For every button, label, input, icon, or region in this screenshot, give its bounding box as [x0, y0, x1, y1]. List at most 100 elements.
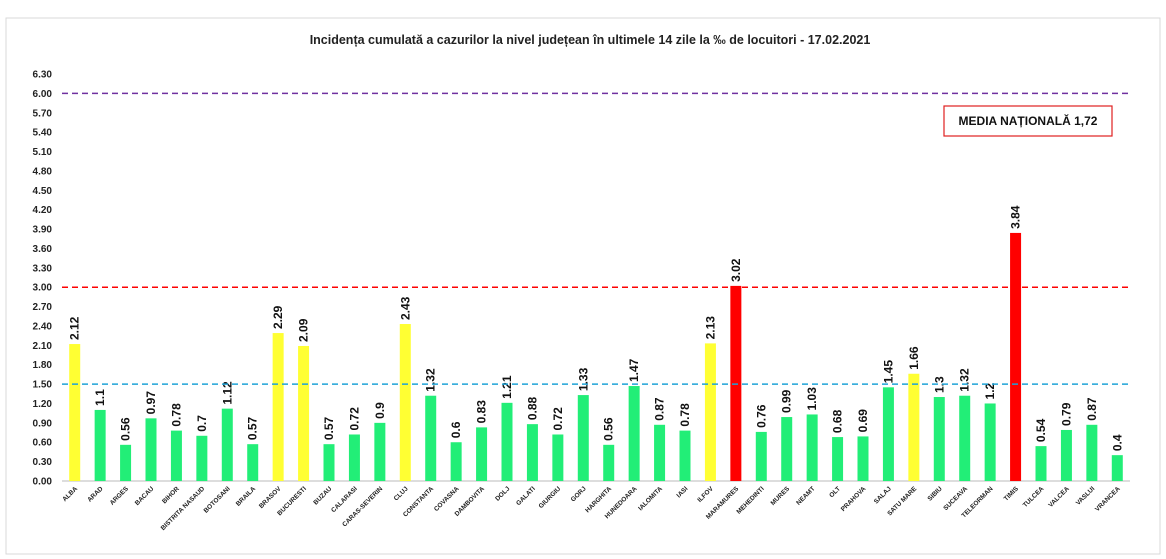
bar: [832, 437, 844, 481]
bar: [374, 422, 386, 481]
bar: [476, 427, 488, 481]
bar: [1010, 232, 1022, 481]
value-label: 0.72: [551, 407, 565, 431]
bar: [247, 444, 259, 481]
value-label: 0.87: [1085, 397, 1099, 421]
value-label: 0.6: [449, 421, 463, 438]
bar: [628, 386, 640, 481]
value-label: 1.32: [958, 368, 972, 392]
value-label: 1.12: [220, 381, 234, 405]
value-label: 0.7: [195, 415, 209, 432]
bar: [1111, 455, 1123, 481]
value-label: 0.68: [831, 409, 845, 433]
value-label: 1.3: [932, 376, 946, 393]
bar: [654, 424, 666, 481]
y-tick-label: 1.20: [33, 399, 53, 410]
bar: [399, 324, 411, 481]
bar: [94, 409, 106, 481]
value-label: 3.84: [1009, 205, 1023, 229]
bar: [323, 444, 335, 481]
y-tick-label: 3.90: [33, 225, 53, 236]
y-tick-label: 0.30: [33, 457, 53, 468]
value-label: 0.57: [246, 416, 260, 440]
annotation-box: [943, 105, 1113, 137]
value-label: 2.43: [398, 296, 412, 320]
value-label: 0.57: [322, 416, 336, 440]
value-label: 0.9: [373, 402, 387, 419]
bar: [882, 387, 894, 481]
y-tick-label: 5.10: [33, 147, 53, 158]
y-tick-label: 2.10: [33, 341, 53, 352]
bar: [755, 431, 767, 481]
y-tick-label: 6.00: [33, 89, 53, 100]
value-label: 0.56: [119, 417, 133, 441]
value-label: 2.12: [68, 316, 82, 340]
y-tick-label: 4.20: [33, 205, 53, 216]
bar: [704, 343, 716, 481]
value-label: 3.02: [729, 258, 743, 282]
value-label: 1.03: [805, 387, 819, 411]
bar: [145, 418, 157, 481]
bar: [679, 430, 691, 481]
bar: [577, 395, 589, 481]
bar: [1086, 424, 1098, 481]
value-label: 0.87: [653, 397, 667, 421]
bar: [526, 424, 538, 481]
value-label: 1.45: [881, 360, 895, 384]
bar: [501, 402, 513, 481]
bar: [221, 408, 233, 481]
value-label: 0.78: [678, 403, 692, 427]
y-tick-label: 4.80: [33, 166, 53, 177]
value-label: 0.78: [169, 403, 183, 427]
value-label: 1.66: [907, 346, 921, 370]
bar: [933, 397, 945, 481]
bar: [603, 444, 615, 481]
value-label: 0.83: [475, 400, 489, 424]
y-tick-label: 5.40: [33, 128, 53, 139]
value-label: 1.21: [500, 375, 514, 399]
bar: [196, 435, 208, 481]
bar: [1035, 446, 1047, 481]
value-label: 1.47: [627, 358, 641, 382]
bar: [450, 442, 462, 481]
y-tick-label: 3.30: [33, 263, 53, 274]
bar: [959, 395, 971, 481]
value-label: 2.09: [297, 318, 311, 342]
y-tick-label: 6.30: [33, 70, 53, 81]
bar: [984, 403, 996, 481]
bar: [348, 434, 360, 481]
chart-title: Incidența cumulată a cazurilor la nivel …: [310, 33, 871, 47]
bar: [425, 395, 437, 481]
value-label: 1.32: [424, 368, 438, 392]
y-tick-label: 2.40: [33, 321, 53, 332]
value-label: 1.1: [93, 389, 107, 406]
bar: [298, 345, 310, 481]
bar: [170, 430, 182, 481]
value-label: 2.29: [271, 305, 285, 329]
bar: [120, 444, 132, 481]
y-tick-label: 1.80: [33, 360, 53, 371]
value-label: 0.88: [525, 396, 539, 420]
bar: [781, 417, 793, 481]
y-tick-label: 0.00: [33, 477, 53, 488]
annotation: MEDIA NAȚIONALĂ 1,72: [959, 113, 1098, 128]
value-label: 0.76: [754, 404, 768, 428]
value-label: 1.2: [983, 382, 997, 399]
y-tick-label: 1.50: [33, 380, 53, 391]
y-tick-label: 4.50: [33, 186, 53, 197]
value-label: 0.99: [780, 389, 794, 413]
bar: [1060, 429, 1072, 481]
bar: [552, 434, 564, 481]
bar: [908, 373, 920, 481]
y-tick-label: 0.60: [33, 438, 53, 449]
value-label: 2.13: [703, 316, 717, 340]
y-tick-label: 3.60: [33, 244, 53, 255]
y-tick-label: 3.00: [33, 283, 53, 294]
value-label: 0.56: [602, 417, 616, 441]
value-label: 0.97: [144, 391, 158, 415]
value-label: 0.79: [1059, 402, 1073, 426]
y-tick-label: 2.70: [33, 302, 53, 313]
value-label: 0.4: [1110, 434, 1124, 451]
value-label: 0.72: [347, 407, 361, 431]
